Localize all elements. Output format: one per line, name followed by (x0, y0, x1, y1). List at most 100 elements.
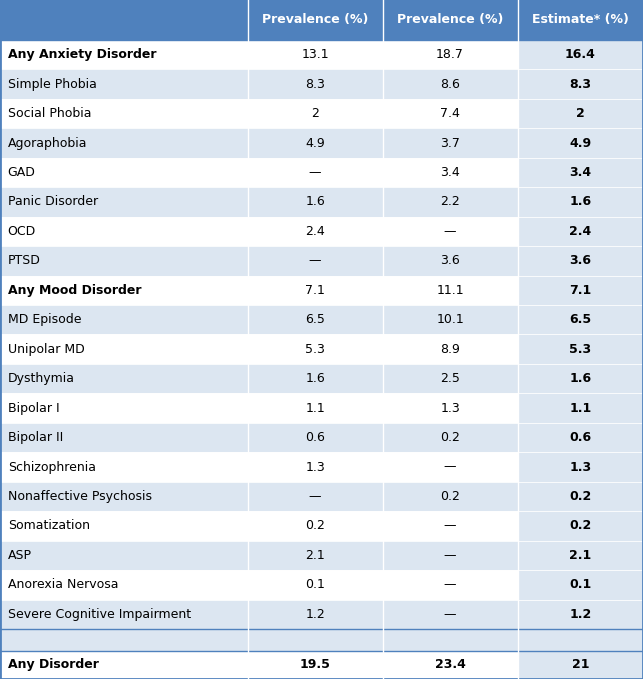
Bar (383, 246, 518, 276)
Bar (0, 187, 248, 217)
Bar (383, 128, 518, 158)
Text: 7.1: 7.1 (569, 284, 592, 297)
Text: 0.2: 0.2 (569, 519, 592, 532)
Bar (0, 570, 248, 600)
Bar (518, 600, 643, 629)
Bar (518, 423, 643, 452)
Bar (0, 600, 248, 629)
Bar (518, 246, 643, 276)
Text: 1.6: 1.6 (569, 372, 592, 385)
Bar (518, 481, 643, 511)
Text: 23.4: 23.4 (435, 659, 466, 672)
Bar (383, 0, 518, 40)
Text: 3.4: 3.4 (440, 166, 460, 179)
Text: 0.2: 0.2 (305, 519, 325, 532)
Text: Somatization: Somatization (8, 519, 90, 532)
Bar (518, 335, 643, 364)
Text: 8.9: 8.9 (440, 343, 460, 356)
Bar (248, 600, 383, 629)
Bar (0, 393, 248, 423)
Bar (518, 364, 643, 393)
Bar (248, 481, 383, 511)
Text: Bipolar II: Bipolar II (8, 431, 63, 444)
Bar (0, 364, 248, 393)
Bar (248, 651, 383, 679)
Bar (0, 629, 248, 651)
Text: 2.1: 2.1 (569, 549, 592, 562)
Text: 1.3: 1.3 (569, 460, 592, 473)
Bar (518, 40, 643, 69)
Text: PTSD: PTSD (8, 255, 41, 268)
Bar (248, 393, 383, 423)
Text: —: — (444, 519, 457, 532)
Text: Nonaffective Psychosis: Nonaffective Psychosis (8, 490, 152, 503)
Text: Severe Cognitive Impairment: Severe Cognitive Impairment (8, 608, 191, 621)
Text: 6.5: 6.5 (305, 313, 325, 327)
Bar (0, 217, 248, 246)
Text: 0.1: 0.1 (569, 579, 592, 591)
Bar (518, 570, 643, 600)
Text: Estimate* (%): Estimate* (%) (532, 14, 629, 26)
Text: Unipolar MD: Unipolar MD (8, 343, 84, 356)
Bar (248, 335, 383, 364)
Bar (248, 423, 383, 452)
Bar (0, 452, 248, 481)
Text: 1.6: 1.6 (305, 196, 325, 208)
Bar (518, 651, 643, 679)
Bar (383, 570, 518, 600)
Text: 16.4: 16.4 (565, 48, 596, 61)
Bar (518, 276, 643, 305)
Bar (0, 99, 248, 128)
Text: 4.9: 4.9 (305, 136, 325, 149)
Bar (518, 0, 643, 40)
Text: ASP: ASP (8, 549, 32, 562)
Bar (248, 187, 383, 217)
Text: Agoraphobia: Agoraphobia (8, 136, 87, 149)
Text: Any Disorder: Any Disorder (8, 659, 98, 672)
Bar (383, 69, 518, 99)
Text: 0.2: 0.2 (440, 431, 460, 444)
Text: 8.3: 8.3 (305, 77, 325, 91)
Text: —: — (309, 166, 322, 179)
Bar (383, 40, 518, 69)
Bar (518, 540, 643, 570)
Bar (0, 481, 248, 511)
Bar (383, 481, 518, 511)
Bar (0, 335, 248, 364)
Bar (0, 40, 248, 69)
Text: Anorexia Nervosa: Anorexia Nervosa (8, 579, 118, 591)
Bar (248, 217, 383, 246)
Text: 3.7: 3.7 (440, 136, 460, 149)
Text: 2.5: 2.5 (440, 372, 460, 385)
Text: 1.6: 1.6 (569, 196, 592, 208)
Bar (383, 600, 518, 629)
Text: —: — (444, 579, 457, 591)
Text: 1.2: 1.2 (305, 608, 325, 621)
Bar (0, 0, 248, 40)
Text: —: — (309, 255, 322, 268)
Bar (383, 423, 518, 452)
Text: 8.6: 8.6 (440, 77, 460, 91)
Bar (248, 0, 383, 40)
Bar (383, 393, 518, 423)
Bar (383, 335, 518, 364)
Bar (383, 305, 518, 335)
Text: Dysthymia: Dysthymia (8, 372, 75, 385)
Bar (248, 246, 383, 276)
Text: 0.6: 0.6 (569, 431, 592, 444)
Bar (248, 629, 383, 651)
Text: 13.1: 13.1 (302, 48, 329, 61)
Text: Bipolar I: Bipolar I (8, 401, 59, 415)
Bar (248, 69, 383, 99)
Bar (383, 540, 518, 570)
Bar (0, 423, 248, 452)
Text: 2.1: 2.1 (305, 549, 325, 562)
Bar (383, 217, 518, 246)
Bar (383, 364, 518, 393)
Bar (518, 629, 643, 651)
Bar (0, 651, 248, 679)
Bar (248, 364, 383, 393)
Bar (518, 393, 643, 423)
Bar (518, 69, 643, 99)
Text: 0.2: 0.2 (569, 490, 592, 503)
